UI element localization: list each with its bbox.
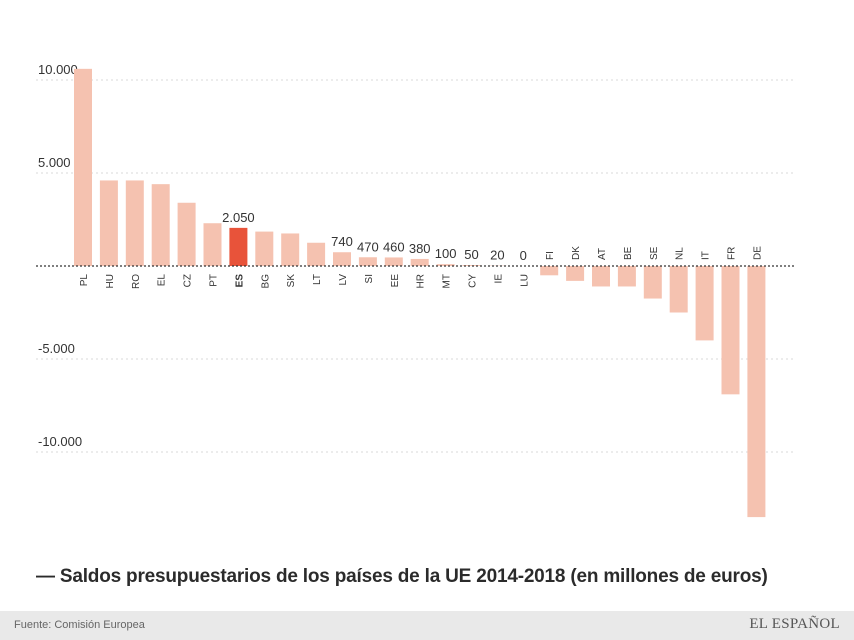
y-tick-label: -5.000 <box>38 341 75 356</box>
x-tick-label: SK <box>286 274 297 288</box>
chart-area: 10.000 5.000 -5.000 -10.000 PL HU RO EL CZ PT ES BG… <box>36 62 796 518</box>
bar-sk <box>281 233 300 266</box>
x-tick-label: HU <box>105 274 116 288</box>
bar-hu <box>99 180 118 266</box>
bar-se <box>643 266 662 299</box>
x-tick-label: EL <box>157 274 168 287</box>
x-tick-label: AT <box>597 248 608 260</box>
data-label: 460 <box>383 239 405 254</box>
bar-be <box>617 266 636 287</box>
x-tick-label: MT <box>442 274 453 288</box>
x-tick-label: IE <box>493 274 504 284</box>
data-label: 740 <box>331 234 353 249</box>
y-tick-label: 10.000 <box>38 62 78 77</box>
bar-fi <box>540 266 559 276</box>
bar-dk <box>566 266 585 281</box>
bar-nl <box>669 266 688 313</box>
source-note: Fuente: Comisión Europea <box>14 619 145 631</box>
brand-logo: EL ESPAÑOL <box>749 616 840 632</box>
y-tick-label: 5.000 <box>38 155 71 170</box>
data-label: 2.050 <box>222 210 255 225</box>
bar-lv <box>333 252 351 266</box>
x-tick-label: RO <box>131 274 142 289</box>
bar-el <box>151 184 170 266</box>
bar-si <box>358 257 377 266</box>
x-tick-label: FR <box>727 247 738 260</box>
bar-it <box>695 266 714 341</box>
chart-title: — Saldos presupuestarios de los países d… <box>36 566 768 587</box>
x-tick-label: DE <box>752 246 763 260</box>
x-tick-label: IT <box>701 251 712 260</box>
x-tick-label: NL <box>675 247 686 260</box>
data-label: 50 <box>464 247 478 262</box>
y-tick-label: -10.000 <box>38 434 82 449</box>
x-tick-label: LV <box>338 274 349 286</box>
bar-at <box>592 266 610 287</box>
bar-fr <box>721 266 740 395</box>
bar-bg <box>255 231 274 266</box>
x-tick-label: PT <box>209 274 220 287</box>
x-tick-label: EE <box>390 274 401 288</box>
x-tick-label: LU <box>519 274 530 287</box>
bar-de <box>747 266 766 518</box>
bar-cz <box>177 202 196 266</box>
data-label: 0 <box>520 248 527 263</box>
x-tick-label: ES <box>234 274 245 288</box>
x-tick-label: LT <box>312 274 323 285</box>
x-tick-label: DK <box>571 246 582 260</box>
data-label: 380 <box>409 241 431 256</box>
bar-pl <box>74 68 92 266</box>
data-label: 20 <box>490 248 504 263</box>
bar-es <box>229 227 248 266</box>
bar-ee <box>384 257 403 266</box>
x-tick-label: PL <box>79 274 90 287</box>
x-tick-label: BG <box>260 274 271 289</box>
data-label: 100 <box>435 246 457 261</box>
x-tick-label: HR <box>416 274 427 288</box>
bar-cy <box>462 265 481 266</box>
bar-chart: 10.000 5.000 -5.000 -10.000 PL HU RO EL CZ PT ES BG… <box>36 62 796 518</box>
bar-pt <box>203 223 222 266</box>
x-tick-label: CZ <box>183 274 194 287</box>
bar-hr <box>410 258 429 266</box>
x-tick-label: SE <box>649 246 660 260</box>
x-tick-label: CY <box>468 274 479 288</box>
x-tick-label: BE <box>623 246 634 260</box>
data-label: 470 <box>357 239 379 254</box>
x-tick-label: FI <box>545 251 556 260</box>
bar-lt <box>307 242 326 266</box>
footer: Fuente: Comisión Europea EL ESPAÑOL <box>0 611 854 640</box>
bar-ro <box>125 180 144 266</box>
bar-mt <box>436 264 455 266</box>
x-tick-label: SI <box>364 274 375 283</box>
